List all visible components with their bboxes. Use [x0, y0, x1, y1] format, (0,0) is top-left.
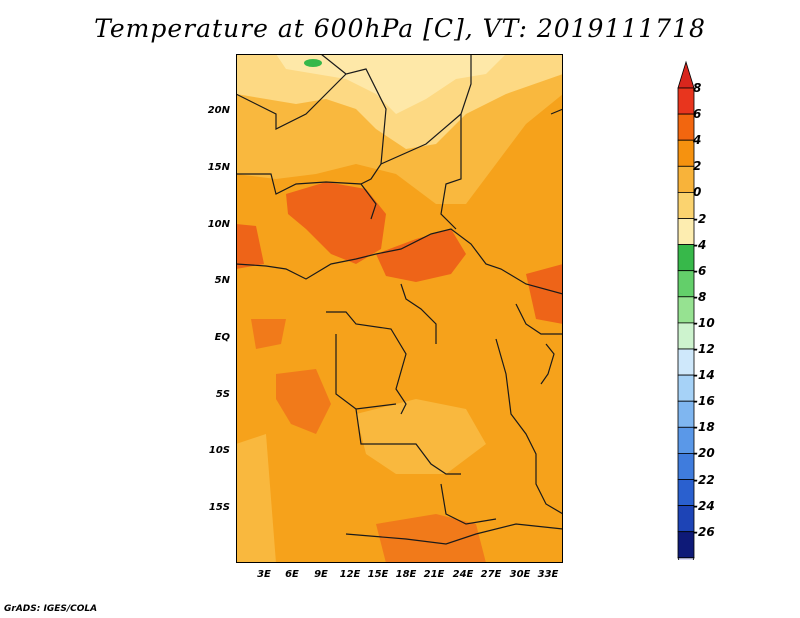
x-tick-label: 24E	[452, 569, 474, 580]
colorbar-swatch	[677, 452, 695, 480]
colorbar-label: -10	[693, 315, 715, 330]
colorbar-label: -18	[693, 420, 715, 435]
colorbar-label: -26	[693, 524, 715, 539]
map-borders	[236, 54, 563, 545]
colorbar-swatch	[677, 505, 695, 533]
x-tick-label: 30E	[509, 569, 531, 580]
x-tick-label: 15E	[367, 569, 389, 580]
map-hot-west	[236, 224, 264, 269]
colorbar-label: -14	[693, 368, 715, 383]
colorbar-swatch	[677, 426, 695, 454]
y-tick-label: 15N	[207, 162, 230, 173]
y-tick-label: EQ	[214, 332, 230, 343]
map-cool-south	[236, 434, 276, 563]
map-warm-gabon	[251, 319, 286, 349]
colorbar-swatch	[677, 374, 695, 402]
colorbar-label: -24	[693, 498, 715, 513]
x-tick-label: 3E	[257, 569, 271, 580]
y-tick-label: 5N	[214, 275, 230, 286]
colorbar-label: 0	[693, 185, 702, 200]
colorbar-swatch	[677, 531, 695, 559]
colorbar-label: -12	[693, 342, 715, 356]
x-tick-label: 21E	[423, 569, 445, 580]
y-tick-label: 10S	[208, 445, 230, 456]
colorbar-label: -20	[693, 446, 715, 461]
colorbar-label: 6	[693, 107, 702, 122]
colorbar-swatch	[677, 139, 695, 167]
map-palest-north	[276, 54, 506, 114]
map-frame	[236, 54, 563, 563]
colorbar	[677, 60, 695, 560]
y-tick-label: 20N	[207, 105, 230, 116]
colorbar-top-arrow	[677, 60, 695, 89]
colorbar-swatch	[677, 296, 695, 324]
x-tick-label: 6E	[285, 569, 299, 580]
map-hot-central	[376, 229, 466, 282]
colorbar-label: -16	[693, 394, 715, 409]
x-tick-label: 9E	[314, 569, 328, 580]
colorbar-label: -8	[693, 289, 707, 304]
colorbar-swatch	[677, 322, 695, 350]
colorbar-swatch	[677, 479, 695, 507]
colorbar-swatch	[677, 165, 695, 193]
map-cool-sw	[356, 399, 486, 474]
colorbar-label: -6	[693, 263, 707, 278]
colorbar-label: 4	[693, 133, 702, 148]
x-tick-label: 12E	[339, 569, 361, 580]
y-tick-label: 10N	[207, 219, 230, 230]
colorbar-swatch	[677, 113, 695, 141]
grads-credit: GrADS: IGES/COLA	[4, 604, 98, 614]
chart-title: Temperature at 600hPa [C], VT: 201911171…	[94, 14, 706, 43]
y-tick-label: 15S	[208, 502, 230, 513]
map-hot-east	[526, 264, 563, 324]
x-tick-label: 18E	[395, 569, 417, 580]
map-hot-nigeria	[286, 182, 386, 264]
colorbar-swatch	[677, 218, 695, 246]
x-tick-label: 27E	[480, 569, 502, 580]
colorbar-swatch	[677, 87, 695, 115]
colorbar-swatch	[677, 270, 695, 298]
map-warm-angola	[276, 369, 331, 434]
colorbar-swatch	[677, 348, 695, 376]
colorbar-label: 2	[693, 159, 702, 174]
colorbar-label: -22	[693, 472, 715, 487]
x-tick-label: 33E	[537, 569, 559, 580]
colorbar-label: 8	[693, 81, 702, 95]
colorbar-label: -2	[693, 211, 707, 226]
temperature-map	[236, 54, 563, 563]
colorbar-label: -4	[693, 237, 707, 252]
colorbar-bottom-arrow	[677, 557, 695, 560]
y-tick-label: 5S	[215, 389, 230, 400]
map-warm-south	[376, 514, 486, 563]
colorbar-swatch	[677, 191, 695, 219]
colorbar-swatch	[677, 244, 695, 272]
colorbar-swatch	[677, 400, 695, 428]
map-green-patch	[304, 59, 322, 67]
